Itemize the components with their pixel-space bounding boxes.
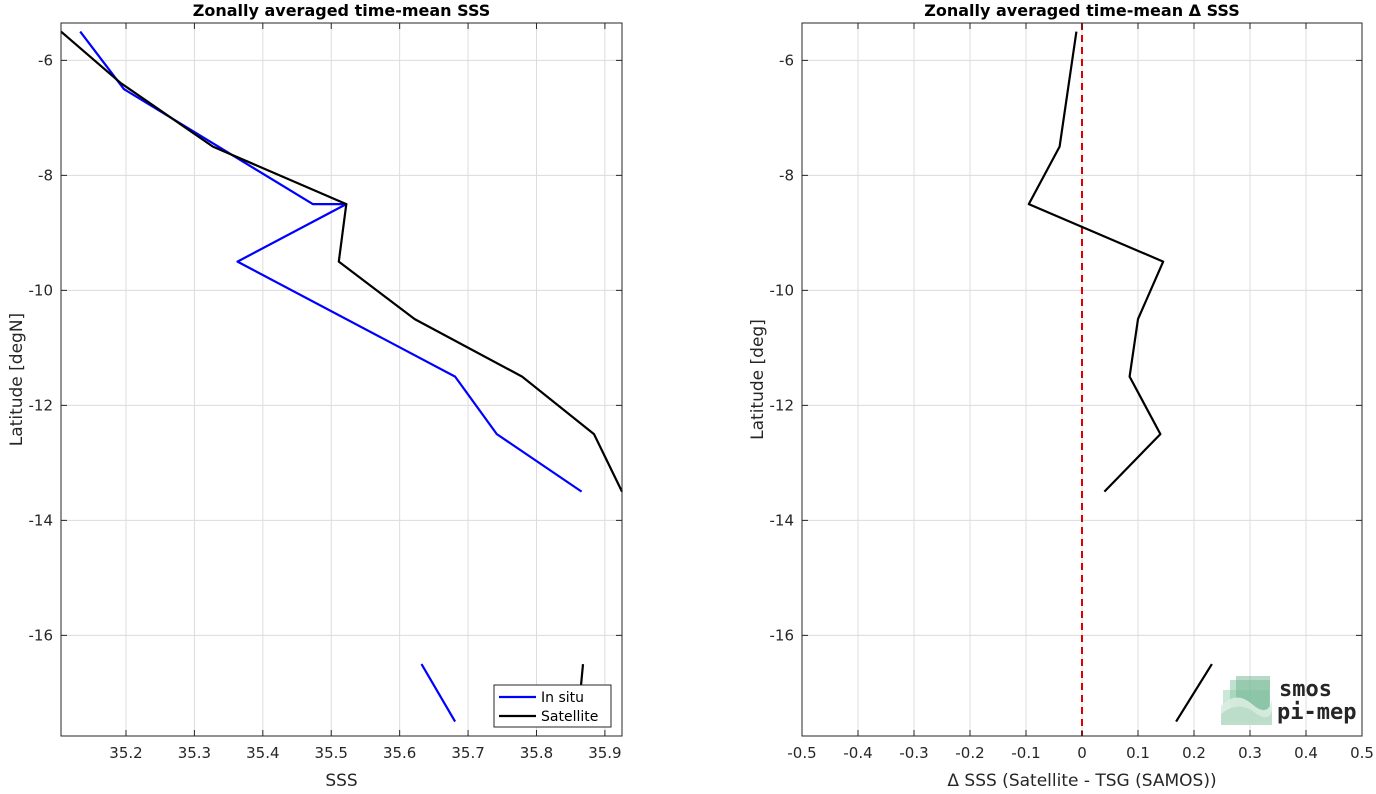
logo-text-smos: smos [1279, 677, 1332, 702]
y-tick-label: -6 [38, 51, 53, 69]
x-tick-label: 0.4 [1294, 744, 1318, 762]
legend-box [493, 684, 612, 728]
x-tick-label: -0.5 [787, 744, 816, 762]
x-tick-label: 35.3 [178, 744, 211, 762]
x-tick-label: -0.3 [899, 744, 928, 762]
y-tick-label: -14 [770, 511, 795, 529]
x-tick-label: 0.2 [1182, 744, 1206, 762]
x-tick-label: 0.5 [1350, 744, 1374, 762]
x-tick-label: 35.2 [109, 744, 142, 762]
panel-sss: 35.2 35.3 35.4 35.5 35.6 35.7 35.8 35.9 -6 -8 -10 -… [7, 1, 623, 791]
panel-delta-sss: -0.5 -0.4 -0.3 -0.2 -0.1 0 0.1 0.2 0.3 0.4 0.5 -6 -8… [748, 1, 1374, 791]
x-tick-label: 35.8 [520, 744, 553, 762]
logo-text-pimep: pi-mep [1277, 700, 1356, 725]
x-tick-label: -0.4 [843, 744, 872, 762]
x-tick-label: -0.2 [955, 744, 984, 762]
series-delta-sss [1027, 31, 1213, 723]
x-axis-label: Δ SSS (Satellite - TSG (SAMOS)) [947, 771, 1216, 790]
series-line-segment [60, 30, 623, 493]
y-tick-label: -12 [770, 396, 795, 414]
x-tick-label: 0.3 [1238, 744, 1262, 762]
y-tick-label: -10 [29, 281, 54, 299]
y-tick-label: -14 [29, 511, 54, 529]
y-tick-label: -10 [770, 281, 795, 299]
x-tick-label: 35.9 [588, 744, 621, 762]
y-tick-label: -16 [770, 626, 795, 644]
x-tick-label: 0 [1077, 744, 1087, 762]
legend-label: Satellite [541, 709, 598, 725]
legend: In situ Satellite [493, 684, 612, 728]
x-axis-label: SSS [325, 771, 357, 790]
x-tick-label: 0.1 [1126, 744, 1150, 762]
legend-label: In situ [541, 690, 584, 706]
x-tick-label: 35.5 [315, 744, 348, 762]
x-tick-label: 35.6 [383, 744, 416, 762]
y-tick-label: -8 [38, 166, 53, 184]
x-tick-label: -0.1 [1011, 744, 1040, 762]
y-tick-label: -16 [29, 626, 54, 644]
chart-title: Zonally averaged time-mean SSS [193, 1, 491, 20]
smos-pimep-logo: smos pi-mep [1221, 676, 1356, 725]
chart-title: Zonally averaged time-mean Δ SSS [924, 1, 1240, 20]
y-tick-label: -8 [779, 166, 794, 184]
y-tick-label: -6 [779, 51, 794, 69]
series-line-segment [420, 663, 457, 723]
y-tick-label: -12 [29, 396, 54, 414]
series-line-segment [1027, 31, 1165, 493]
y-axis-label: Latitude [deg] [748, 319, 768, 440]
logo-mark-icon [1221, 676, 1272, 725]
series-line-segment [1175, 663, 1213, 723]
x-tick-label: 35.7 [451, 744, 484, 762]
plot-area [61, 23, 622, 736]
x-tick-label: 35.4 [246, 744, 279, 762]
axes-frame [60, 22, 623, 737]
y-axis-label: Latitude [degN] [7, 313, 27, 446]
grid [61, 23, 622, 736]
